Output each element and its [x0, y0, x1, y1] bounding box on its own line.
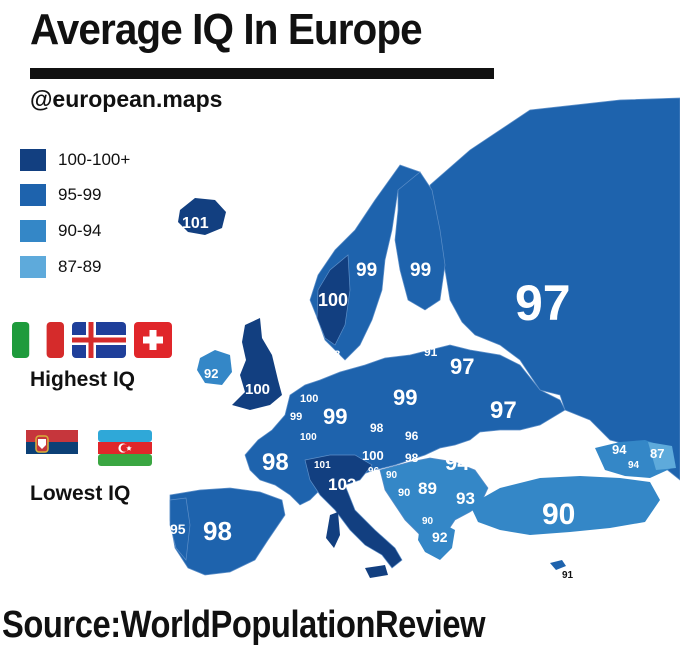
label-serbia: 89 — [418, 479, 437, 498]
label-finland: 99 — [410, 260, 431, 281]
label-austria: 100 — [362, 448, 384, 463]
label-belgium: 99 — [290, 411, 302, 423]
label-italy: 102 — [328, 475, 356, 494]
legend-label-4: 87-89 — [58, 257, 102, 276]
ireland-region — [197, 350, 232, 385]
label-azerbaijan: 87 — [650, 446, 664, 461]
legend-swatch-2 — [20, 184, 46, 206]
label-slovenia: 96 — [368, 466, 380, 477]
label-denmark: 98 — [328, 349, 340, 361]
label-romania: 94 — [445, 450, 470, 475]
black-sea — [495, 438, 580, 478]
label-iceland: 101 — [182, 215, 209, 232]
iceland-flag — [72, 322, 126, 358]
label-france: 98 — [262, 449, 289, 476]
legend-item-1: 100-100+ — [20, 147, 130, 173]
lowest-iq-heading: Lowest IQ — [30, 482, 131, 505]
title-underline — [30, 68, 494, 79]
label-estonia: 99 — [427, 305, 441, 319]
label-lithuania: 91 — [424, 345, 438, 359]
label-czechia: 98 — [370, 421, 384, 435]
label-ukraine: 97 — [490, 397, 517, 424]
author-handle: @european.maps — [30, 86, 223, 112]
label-germany: 99 — [323, 404, 347, 429]
label-armenia: 94 — [628, 460, 640, 471]
cyprus-region — [550, 560, 566, 570]
azerbaijan-flag — [98, 430, 152, 466]
russia-region — [429, 97, 680, 481]
page-title: Average IQ In Europe — [30, 5, 423, 54]
highest-iq-heading: Highest IQ — [30, 368, 136, 391]
alpine-italy-region — [304, 454, 403, 569]
finland-region — [394, 171, 446, 311]
portugal-region — [169, 497, 191, 561]
legend-swatch-4 — [20, 256, 46, 278]
uk-region — [232, 318, 282, 410]
label-georgia: 94 — [612, 442, 627, 457]
label-sweden: 99 — [356, 260, 377, 281]
label-slovakia: 96 — [405, 429, 419, 443]
legend-label-3: 90-94 — [58, 221, 102, 240]
label-cyprus: 91 — [562, 570, 574, 581]
label-belarus: 97 — [450, 354, 474, 379]
label-north-macedonia: 90 — [422, 516, 434, 527]
norway-region — [316, 254, 351, 346]
label-turkey: 90 — [542, 498, 575, 531]
label-spain: 98 — [203, 516, 232, 546]
iberia-region — [169, 487, 286, 576]
label-netherlands: 100 — [300, 393, 318, 405]
legend-label-1: 100-100+ — [58, 150, 131, 169]
source-credit: Source:WorldPopulationReview — [2, 604, 486, 646]
label-russia: 97 — [515, 275, 571, 331]
italy-flag — [12, 322, 64, 358]
label-moldova: 96 — [474, 435, 492, 452]
label-croatia: 90 — [386, 470, 398, 481]
sardinia-corsica — [326, 512, 340, 548]
label-bulgaria: 93 — [456, 489, 475, 508]
legend-label-2: 95-99 — [58, 185, 102, 204]
turkey-region — [470, 476, 660, 535]
label-norway: 100 — [318, 290, 348, 310]
label-luxembourg: 100 — [300, 432, 317, 443]
label-ireland: 92 — [204, 366, 218, 381]
label-uk: 100 — [245, 381, 270, 398]
label-poland: 99 — [393, 385, 417, 410]
label-portugal: 95 — [170, 521, 186, 537]
label-hungary: 98 — [405, 451, 419, 465]
azerbaijan-region — [648, 442, 676, 470]
sicily — [365, 565, 388, 578]
legend-swatch-3 — [20, 220, 46, 242]
label-greece: 92 — [432, 529, 448, 545]
legend-item-2: 95-99 — [20, 182, 101, 208]
greece-region — [418, 522, 455, 560]
iceland-region — [178, 198, 226, 235]
label-bosnia: 90 — [398, 487, 410, 499]
legend-item-3: 90-94 — [20, 218, 101, 244]
switzerland-flag — [134, 322, 172, 358]
serbia-flag — [26, 430, 78, 466]
balkans-region — [379, 457, 489, 546]
legend-swatch-1 — [20, 149, 46, 171]
legend-item-4: 87-89 — [20, 254, 101, 280]
label-switzerland: 101 — [314, 460, 331, 471]
label-latvia: 98 — [429, 325, 443, 339]
